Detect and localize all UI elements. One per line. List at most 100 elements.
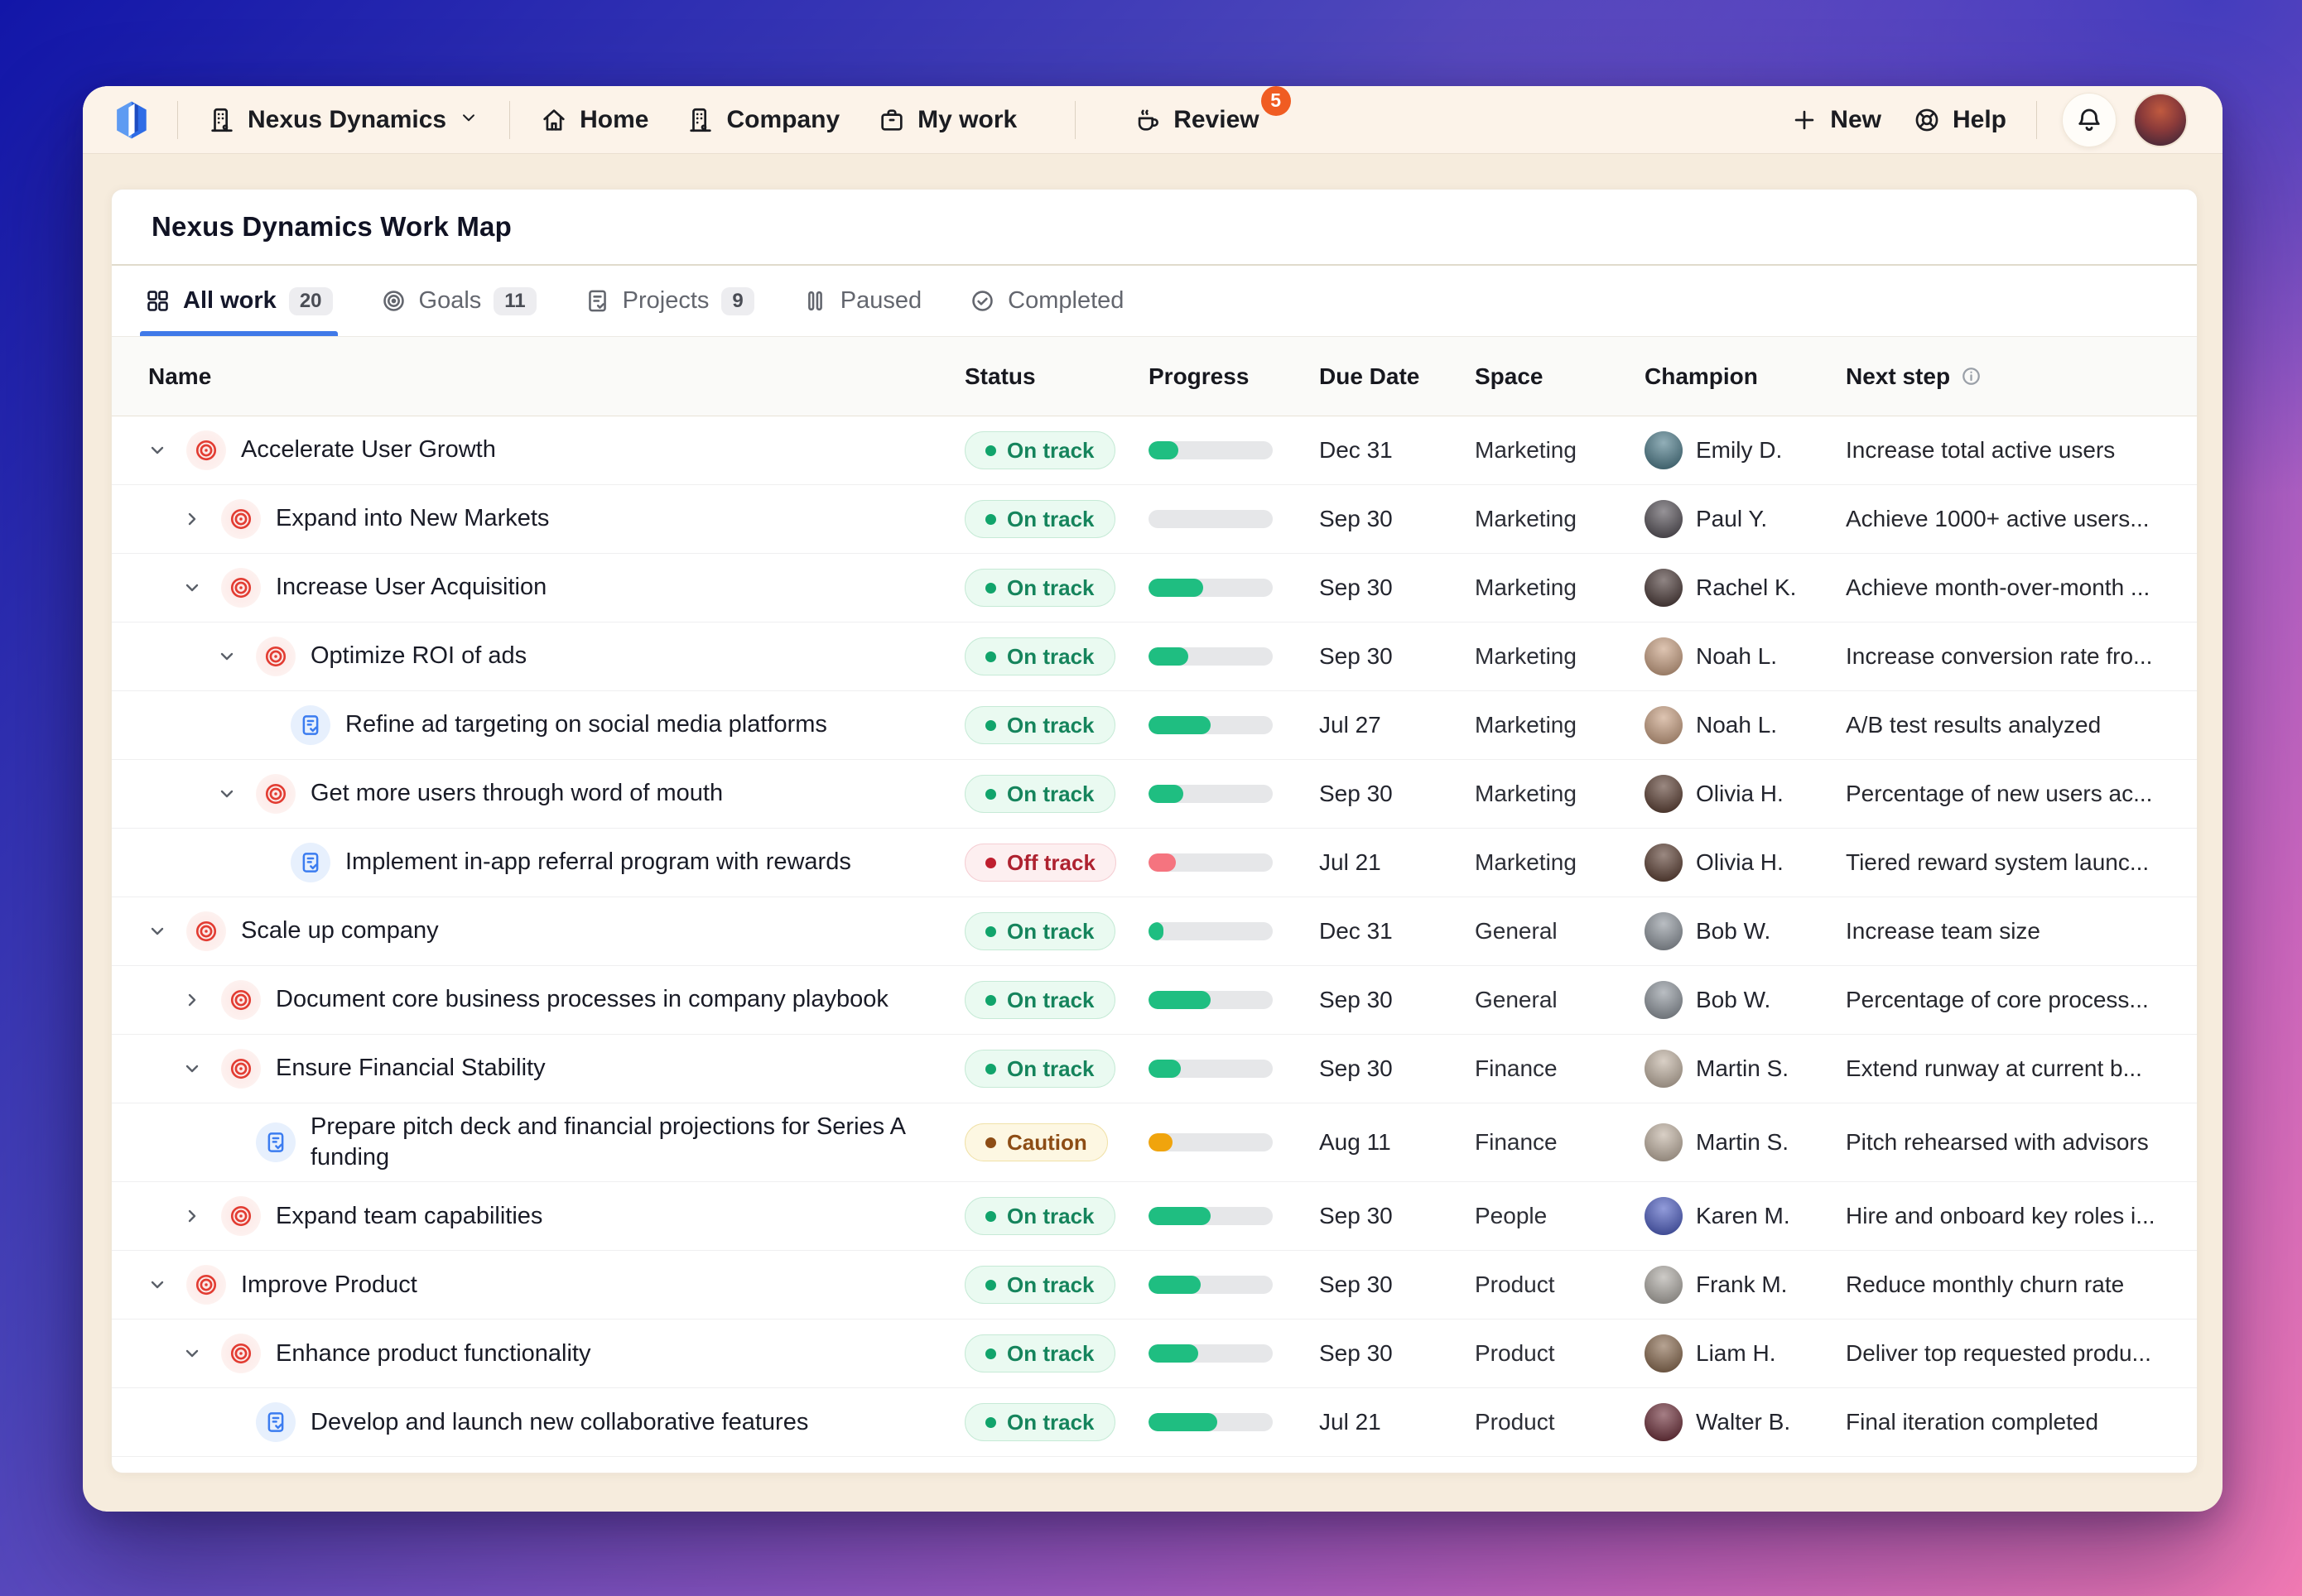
user-avatar[interactable] (2133, 92, 2188, 147)
notifications-button[interactable] (2062, 92, 2117, 147)
tab-completed[interactable]: Completed (970, 266, 1124, 336)
due-date: Sep 30 (1319, 506, 1393, 531)
target-icon (383, 291, 404, 311)
table-row[interactable]: Get more users through word of mouth On … (112, 760, 2197, 829)
tab-paused[interactable]: Paused (802, 266, 922, 336)
expand-toggle[interactable] (148, 922, 186, 940)
expand-toggle[interactable] (183, 1207, 221, 1225)
nav-company[interactable]: Company (681, 98, 845, 142)
name-cell: Document core business processes in comp… (112, 972, 965, 1028)
status-badge: Caution (965, 1123, 1108, 1162)
progress-bar-fill (1149, 441, 1178, 459)
due-date: Sep 30 (1319, 781, 1393, 806)
status-badge: On track (965, 431, 1115, 469)
table-row[interactable]: Optimize ROI of ads On track Sep 30 Mark… (112, 623, 2197, 691)
table-row[interactable]: Scale up company On track Dec 31 General… (112, 897, 2197, 966)
table-row[interactable]: Enhance product functionality On track S… (112, 1320, 2197, 1389)
tab-label: Completed (1008, 287, 1125, 314)
work-item-name: Get more users through word of mouth (311, 780, 724, 807)
company-icon (690, 108, 712, 132)
goal-target-icon (221, 568, 261, 608)
status-badge: On track (965, 775, 1115, 813)
next-step-text: Increase conversion rate fro... (1846, 643, 2153, 669)
expand-toggle[interactable] (218, 785, 256, 803)
work-item-name: Expand into New Markets (276, 505, 550, 532)
status-badge: On track (965, 569, 1115, 607)
page-header: Nexus Dynamics Work Map (112, 190, 2197, 266)
table-row[interactable]: Implement in-app referral program with r… (112, 829, 2197, 897)
table-row[interactable]: Expand team capabilities On track Sep 30… (112, 1182, 2197, 1252)
progress-bar (1149, 1413, 1273, 1432)
nav-review[interactable]: Review (1129, 98, 1264, 142)
pause-icon (807, 291, 822, 311)
champion-cell: Bob W. (1645, 912, 1846, 950)
project-document-icon (256, 1402, 296, 1443)
column-header-name: Name (148, 363, 212, 389)
expand-toggle[interactable] (183, 510, 221, 528)
status-cell: On track (965, 912, 1149, 950)
app-logo[interactable] (111, 99, 152, 141)
workspace-switcher[interactable]: Nexus Dynamics (203, 98, 484, 142)
work-item-name: Prepare pitch deck and financial project… (311, 1113, 905, 1171)
tab-projects[interactable]: Projects 9 (585, 266, 754, 336)
champion-name: Bob W. (1696, 987, 1771, 1012)
table-row[interactable]: Ensure Financial Stability On track Sep … (112, 1035, 2197, 1103)
table-row[interactable]: Expand into New Markets On track Sep 30 … (112, 485, 2197, 554)
grid-icon (147, 291, 168, 311)
work-item-name: Optimize ROI of ads (311, 642, 527, 670)
table-row[interactable]: Increase User Acquisition On track Sep 3… (112, 554, 2197, 623)
tab-count-badge: 20 (288, 286, 333, 315)
table-row[interactable]: Refine ad targeting on social media plat… (112, 691, 2197, 760)
status-label: On track (1007, 1055, 1095, 1081)
work-item-name: Document core business processes in comp… (276, 986, 889, 1013)
status-label: On track (1007, 506, 1095, 531)
progress-bar-fill (1149, 647, 1188, 666)
work-item-name: Refine ad targeting on social media plat… (345, 711, 827, 738)
status-label: On track (1007, 1409, 1095, 1435)
table-row[interactable]: Improve Product On track Sep 30 Product … (112, 1251, 2197, 1320)
expand-toggle[interactable] (183, 991, 221, 1009)
table-row[interactable]: Accelerate User Growth On track Dec 31 M… (112, 416, 2197, 485)
page-title: Nexus Dynamics Work Map (152, 211, 512, 242)
expand-toggle[interactable] (183, 1344, 221, 1363)
expand-toggle[interactable] (183, 1060, 221, 1078)
expand-toggle[interactable] (148, 1276, 186, 1294)
status-label: On track (1007, 712, 1095, 738)
due-date: Dec 31 (1319, 918, 1393, 944)
progress-cell (1149, 1413, 1319, 1432)
progress-bar (1149, 1276, 1273, 1295)
status-label: On track (1007, 1203, 1095, 1228)
work-item-name: Develop and launch new collaborative fea… (311, 1408, 809, 1435)
help-button[interactable]: Help (1908, 98, 2011, 142)
expand-toggle[interactable] (183, 579, 221, 597)
status-label: On track (1007, 574, 1095, 600)
status-cell: On track (965, 1403, 1149, 1442)
expand-toggle[interactable] (148, 441, 186, 459)
column-header-champion: Champion (1645, 363, 1758, 389)
top-navbar: Nexus Dynamics Home (83, 86, 2223, 154)
building-icon (211, 108, 233, 132)
table-row[interactable]: Document core business processes in comp… (112, 966, 2197, 1035)
progress-bar-fill (1149, 853, 1176, 872)
table-row[interactable]: Develop and launch new collaborative fea… (112, 1388, 2197, 1458)
nav-my-work[interactable]: My work (873, 98, 1022, 142)
progress-bar-fill (1149, 716, 1211, 734)
table-row[interactable]: Prepare pitch deck and financial project… (112, 1103, 2197, 1183)
nav-home[interactable]: Home (535, 98, 653, 142)
next-step-text: Tiered reward system launc... (1846, 849, 2150, 875)
space-name: Product (1475, 1340, 1555, 1367)
champion-avatar (1645, 1403, 1683, 1442)
expand-toggle[interactable] (218, 647, 256, 666)
tab-all-work[interactable]: All work 20 (140, 266, 338, 336)
column-header-next-step: Next step (1846, 363, 2197, 390)
plus-icon (1795, 110, 1814, 129)
tab-goals[interactable]: Goals 11 (381, 266, 537, 336)
new-button[interactable]: New (1785, 98, 1886, 142)
review-count-badge: 5 (1260, 86, 1291, 116)
status-cell: On track (965, 431, 1149, 469)
work-map-card: Nexus Dynamics Work Map All work 20 Goal… (111, 189, 2198, 1473)
champion-name: Walter B. (1696, 1409, 1791, 1435)
progress-bar-fill (1149, 1413, 1217, 1432)
space-name: Marketing (1475, 574, 1577, 600)
progress-bar (1149, 716, 1273, 734)
